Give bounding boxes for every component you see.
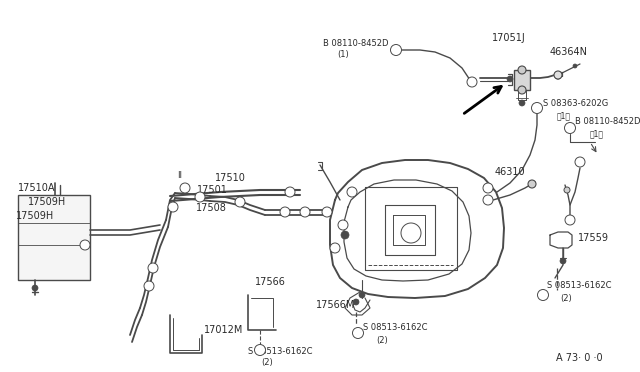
Text: 17559: 17559 [578, 233, 609, 243]
Text: a: a [238, 199, 242, 205]
Text: 17051J: 17051J [492, 33, 525, 43]
Text: II: II [177, 170, 182, 180]
Text: S 08513-6162C: S 08513-6162C [363, 324, 428, 333]
Text: 17012M: 17012M [204, 325, 243, 335]
Text: j: j [351, 189, 353, 195]
Circle shape [507, 76, 513, 82]
Circle shape [180, 183, 190, 193]
Circle shape [483, 195, 493, 205]
Text: S: S [356, 330, 360, 336]
Circle shape [322, 207, 332, 217]
Text: k: k [341, 222, 345, 228]
Circle shape [554, 71, 562, 79]
Circle shape [390, 45, 401, 55]
Text: 17509H: 17509H [16, 211, 54, 221]
Circle shape [330, 243, 340, 253]
Circle shape [195, 192, 205, 202]
Circle shape [519, 100, 525, 106]
Circle shape [338, 220, 348, 230]
Circle shape [483, 183, 493, 193]
Circle shape [168, 202, 178, 212]
Circle shape [573, 64, 577, 68]
Text: c: c [83, 243, 87, 247]
Text: 17510: 17510 [215, 173, 246, 183]
Circle shape [518, 86, 526, 94]
Text: (2): (2) [261, 357, 273, 366]
Text: S: S [535, 106, 539, 110]
Text: b: b [288, 189, 292, 195]
Text: S 08513-6162C: S 08513-6162C [248, 347, 312, 356]
Text: 17501: 17501 [197, 185, 228, 195]
Text: f: f [579, 160, 581, 164]
Bar [514, 70, 530, 90]
Circle shape [564, 187, 570, 193]
Text: 17566M: 17566M [316, 300, 355, 310]
Circle shape [518, 66, 526, 74]
Text: A 73· 0 ·0: A 73· 0 ·0 [556, 353, 603, 363]
Circle shape [353, 299, 359, 305]
Text: (2): (2) [560, 294, 572, 302]
Text: 17508: 17508 [196, 203, 227, 213]
Circle shape [575, 157, 585, 167]
Circle shape [359, 292, 365, 298]
Text: B 08110-8452D: B 08110-8452D [575, 118, 640, 126]
Text: 17509H: 17509H [28, 197, 67, 207]
Circle shape [148, 263, 158, 273]
Circle shape [285, 187, 295, 197]
Circle shape [235, 197, 245, 207]
Circle shape [564, 122, 575, 134]
Text: 1: 1 [557, 112, 571, 121]
Circle shape [32, 285, 38, 291]
Circle shape [280, 207, 290, 217]
Circle shape [300, 207, 310, 217]
Text: 17510A: 17510A [18, 183, 56, 193]
Text: b: b [325, 209, 329, 215]
Circle shape [347, 187, 357, 197]
Text: b: b [303, 209, 307, 215]
Circle shape [565, 215, 575, 225]
Text: f: f [471, 80, 473, 84]
Text: B: B [568, 125, 572, 131]
Circle shape [538, 289, 548, 301]
Text: 1: 1 [590, 129, 604, 138]
Text: 46364N: 46364N [550, 47, 588, 57]
Text: a: a [183, 186, 187, 190]
Text: 17566: 17566 [255, 277, 286, 287]
Circle shape [531, 103, 543, 113]
Text: B: B [394, 48, 399, 52]
Text: b: b [198, 195, 202, 199]
Text: h: h [151, 266, 155, 270]
Text: i: i [148, 283, 150, 289]
Circle shape [353, 327, 364, 339]
Text: B 08110-8452D: B 08110-8452D [323, 38, 388, 48]
Circle shape [560, 258, 566, 264]
Text: f: f [487, 198, 489, 202]
Circle shape [255, 344, 266, 356]
Text: 46310: 46310 [495, 167, 525, 177]
Text: (1): (1) [337, 51, 349, 60]
Text: S 08513-6162C: S 08513-6162C [547, 282, 611, 291]
Text: g: g [568, 218, 572, 222]
Text: f: f [487, 186, 489, 190]
Circle shape [341, 231, 349, 239]
Circle shape [144, 281, 154, 291]
Text: c: c [172, 205, 175, 209]
Text: S 08363-6202G: S 08363-6202G [543, 99, 608, 109]
Text: (2): (2) [376, 336, 388, 344]
Text: e: e [333, 246, 337, 250]
Circle shape [528, 180, 536, 188]
Text: b: b [283, 209, 287, 215]
Text: S: S [258, 347, 262, 353]
Circle shape [467, 77, 477, 87]
Circle shape [80, 240, 90, 250]
Bar [18, 195, 90, 280]
Text: S: S [541, 292, 545, 298]
